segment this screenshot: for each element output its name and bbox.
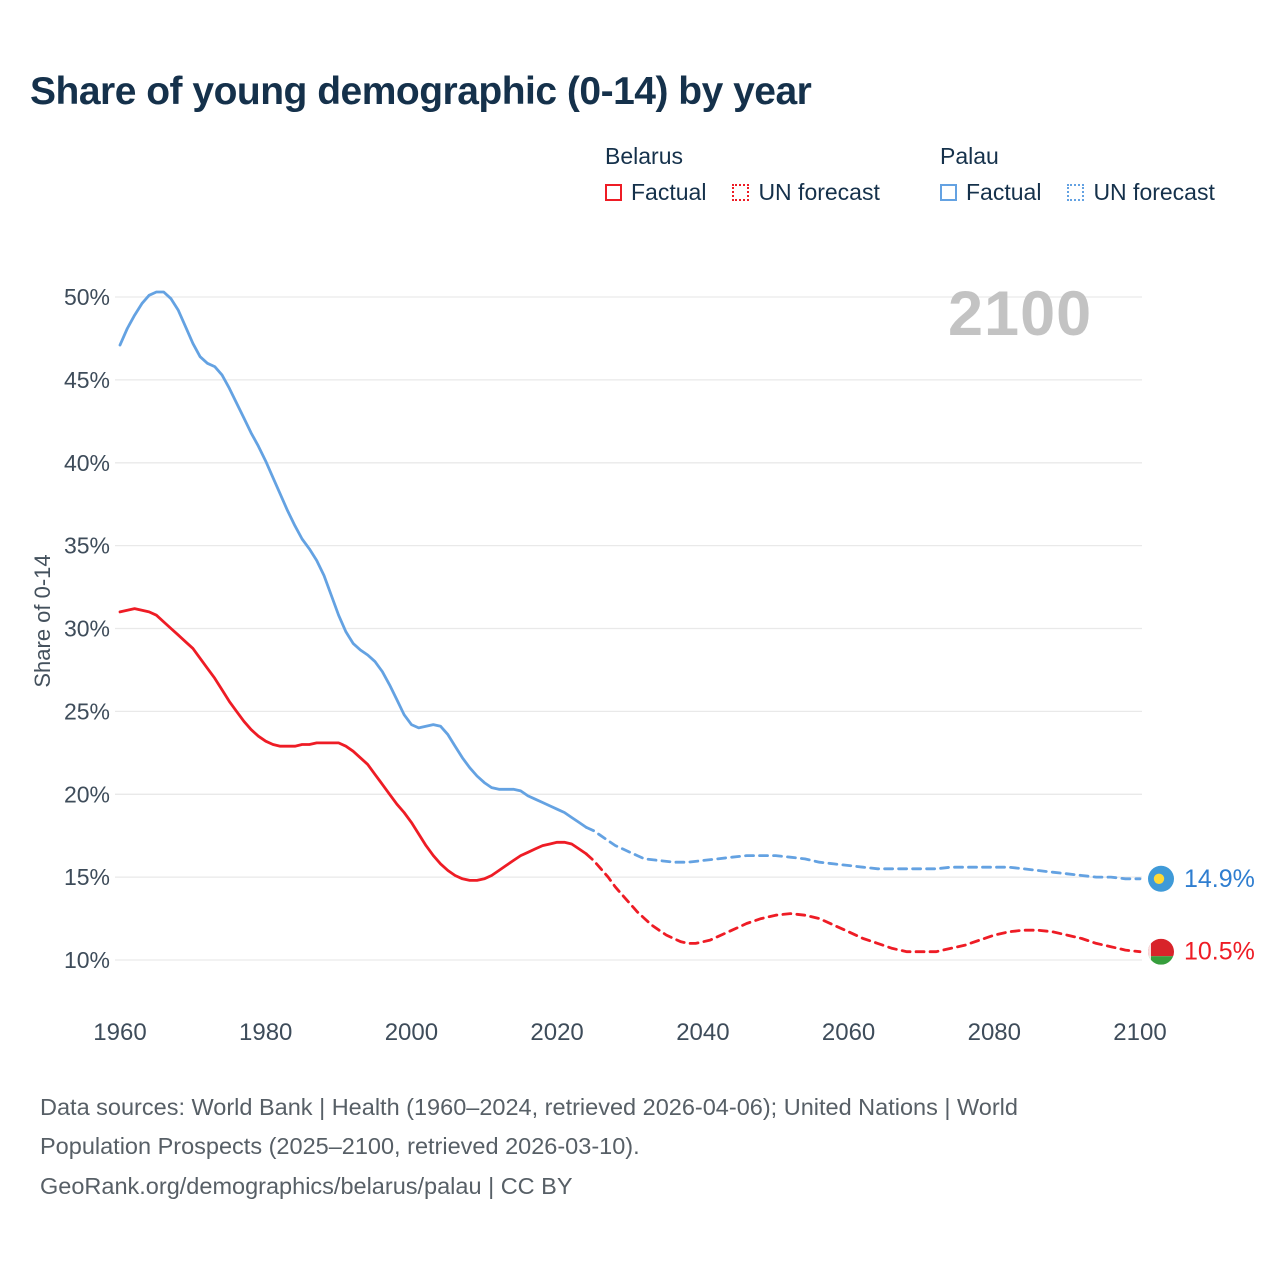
belarus-factual-label: Factual bbox=[631, 179, 707, 205]
palau-end-value-label: 14.9% bbox=[1184, 865, 1255, 893]
footer-line-1: Data sources: World Bank | Health (1960–… bbox=[40, 1094, 1018, 1120]
legend-country-palau: Palau bbox=[940, 143, 999, 169]
belarus-forecast-line bbox=[584, 852, 1142, 954]
x-tick-label: 1980 bbox=[239, 1019, 292, 1046]
y-tick-label: 40% bbox=[64, 450, 110, 476]
page-title: Share of young demographic (0-14) by yea… bbox=[30, 70, 812, 113]
legend-item-belarus-factual: Factual bbox=[605, 179, 706, 206]
y-tick-label: 30% bbox=[64, 616, 110, 642]
x-tick-label: 2060 bbox=[822, 1019, 875, 1046]
y-tick-label: 20% bbox=[64, 781, 110, 807]
palau-forecast-line bbox=[584, 826, 1142, 881]
legend-item-palau-forecast: UN forecast bbox=[1067, 179, 1215, 206]
legend-group-belarus: Belarus Factual UN forecast bbox=[605, 143, 880, 206]
y-tick-label: 15% bbox=[64, 864, 110, 890]
y-tick-label: 10% bbox=[64, 947, 110, 973]
belarus-forecast-label: UN forecast bbox=[758, 179, 880, 205]
y-tick-label: 45% bbox=[64, 367, 110, 393]
palau-factual-swatch-icon bbox=[940, 184, 957, 201]
y-tick-label: 25% bbox=[64, 698, 110, 724]
palau-factual-line bbox=[118, 290, 588, 829]
belarus-flag-green-band bbox=[1148, 956, 1174, 965]
legend-group-palau: Palau Factual UN forecast bbox=[940, 143, 1215, 206]
legend-items-belarus: Factual UN forecast bbox=[605, 179, 880, 206]
year-watermark: 2100 bbox=[948, 279, 1093, 349]
x-tick-label: 2080 bbox=[968, 1019, 1021, 1046]
legend-item-palau-factual: Factual bbox=[940, 179, 1041, 206]
legend-country-belarus: Belarus bbox=[605, 143, 683, 169]
belarus-flag-dot bbox=[1148, 938, 1174, 957]
y-tick-label: 35% bbox=[64, 533, 110, 559]
belarus-forecast-swatch-icon bbox=[732, 184, 750, 201]
x-tick-label: 2040 bbox=[676, 1019, 729, 1046]
y-tick-label: 50% bbox=[64, 284, 110, 310]
palau-forecast-swatch-icon bbox=[1067, 184, 1085, 201]
belarus-factual-line bbox=[118, 607, 588, 882]
x-tick-label: 2000 bbox=[385, 1019, 438, 1046]
palau-factual-label: Factual bbox=[966, 179, 1042, 205]
y-axis-title: Share of 0-14 bbox=[30, 554, 55, 688]
line-chart: 10% 15% 20% 25% 30% 35% 40% 45% 50% 1960 1980 2000 2… bbox=[64, 284, 1255, 1046]
palau-flag-sun-icon bbox=[1153, 873, 1165, 884]
footer-line-3: GeoRank.org/demographics/belarus/palau |… bbox=[40, 1172, 573, 1199]
legend-items-palau: Factual UN forecast bbox=[940, 179, 1215, 206]
belarus-flag-hoist-stripe bbox=[1148, 938, 1151, 965]
belarus-factual-swatch-icon bbox=[605, 184, 622, 201]
x-tick-label: 1960 bbox=[93, 1019, 146, 1046]
x-tick-label: 2100 bbox=[1113, 1019, 1166, 1046]
footer-line-2: Population Prospects (2025–2100, retriev… bbox=[40, 1133, 640, 1160]
data-sources-footer: Data sources: World Bank | Health (1960–… bbox=[40, 1088, 1180, 1206]
belarus-end-value-label: 10.5% bbox=[1184, 938, 1255, 966]
palau-forecast-label: UN forecast bbox=[1093, 179, 1215, 205]
x-tick-label: 2020 bbox=[530, 1019, 583, 1046]
legend-item-belarus-forecast: UN forecast bbox=[732, 179, 880, 206]
